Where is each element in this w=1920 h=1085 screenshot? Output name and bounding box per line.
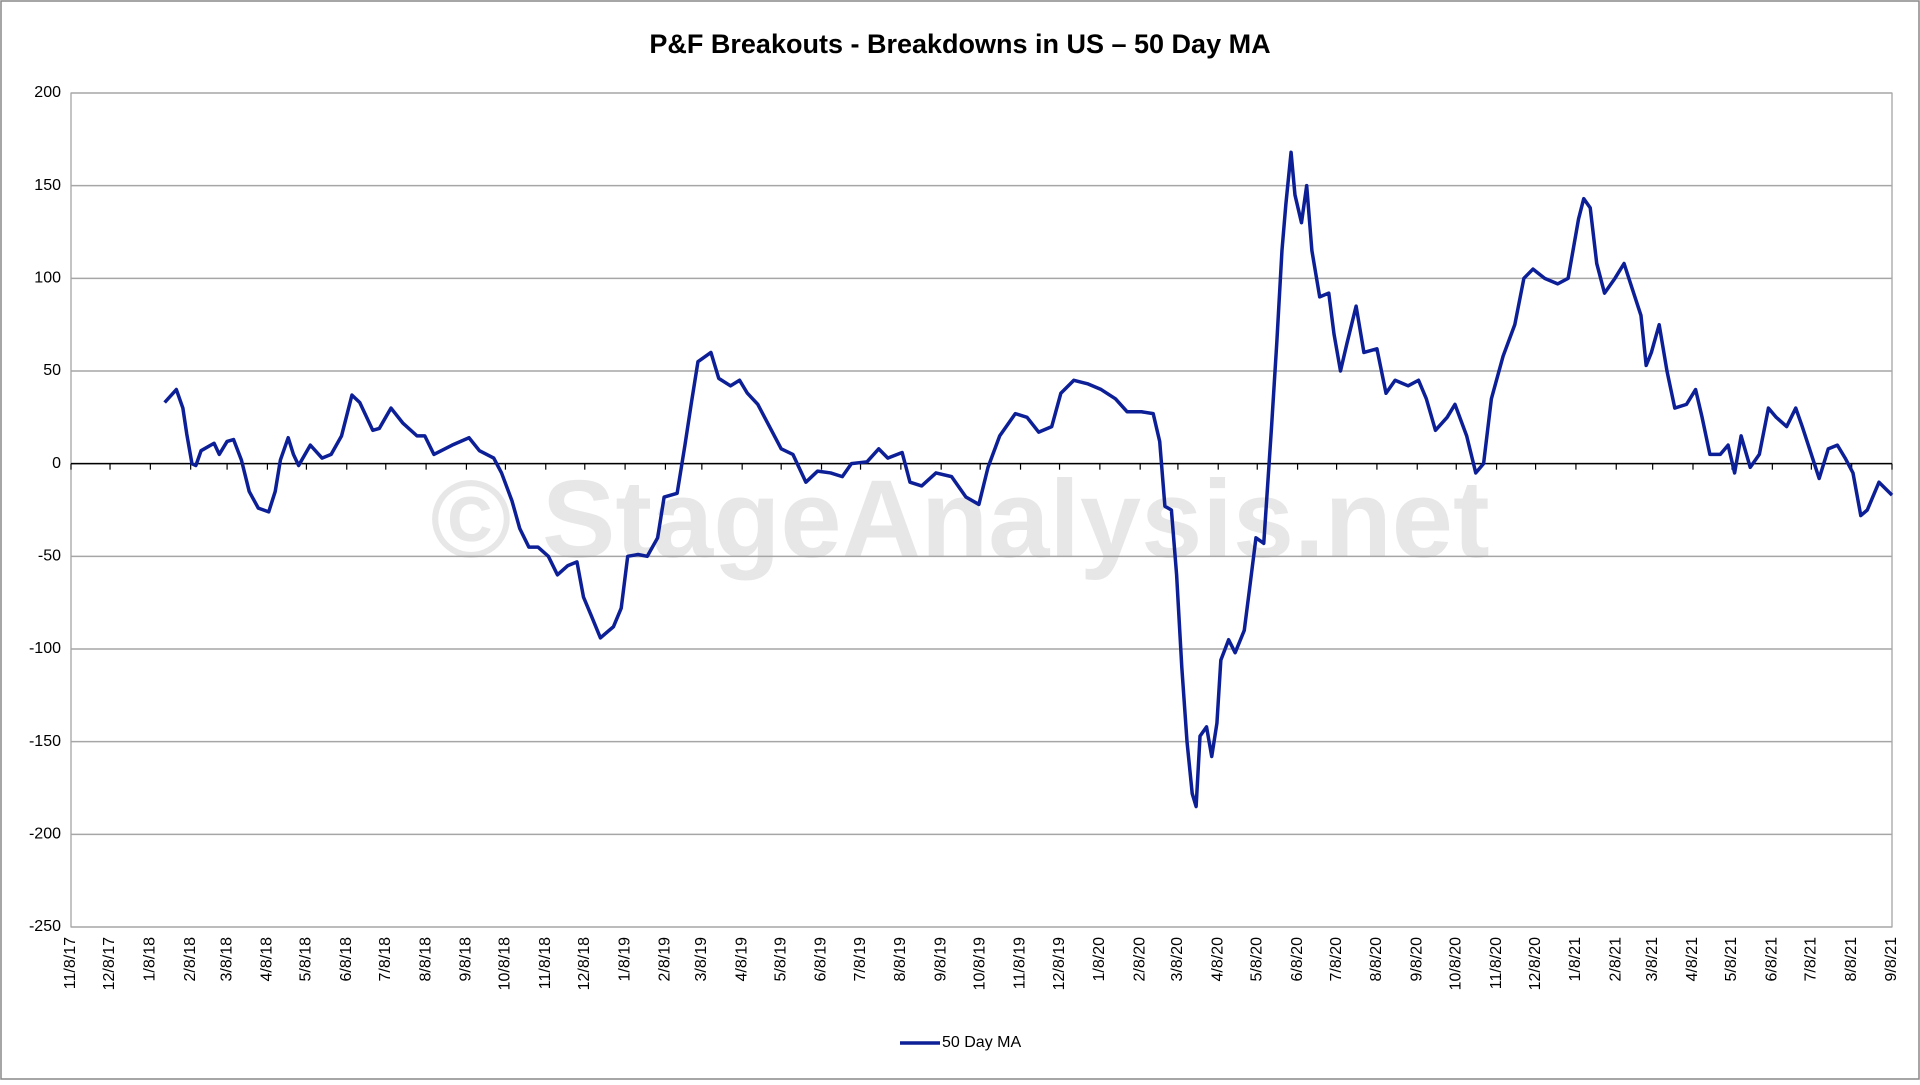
- x-tick-label: 1/8/18: [142, 937, 159, 982]
- x-tick-label: 2/8/18: [182, 937, 199, 982]
- x-tick-label: 6/8/21: [1764, 937, 1781, 982]
- x-tick-label: 4/8/20: [1209, 937, 1226, 982]
- y-tick-label: 200: [34, 84, 61, 101]
- x-tick-label: 4/8/21: [1684, 937, 1701, 982]
- x-tick-label: 12/8/17: [101, 937, 118, 990]
- x-tick-label: 4/8/19: [733, 937, 750, 982]
- x-tick-label: 4/8/18: [259, 937, 276, 982]
- x-tick-label: 7/8/18: [377, 937, 394, 982]
- x-tick-label: 10/8/20: [1447, 937, 1464, 990]
- x-tick-label: 11/8/20: [1488, 937, 1505, 989]
- y-tick-label: -200: [29, 826, 61, 843]
- x-tick-label: 11/8/17: [62, 937, 79, 989]
- x-tick-label: 3/8/19: [693, 937, 710, 982]
- x-tick-label: 7/8/20: [1328, 937, 1345, 982]
- x-tick-label: 11/8/18: [537, 937, 554, 989]
- x-tick-label: 5/8/19: [772, 937, 789, 982]
- y-tick-label: -150: [29, 733, 61, 750]
- y-tick-label: 50: [43, 362, 61, 379]
- x-tick-label: 12/8/19: [1051, 937, 1068, 990]
- x-tick-label: 2/8/21: [1607, 937, 1624, 982]
- x-tick-label: 12/8/18: [576, 937, 593, 990]
- x-tick-label: 9/8/20: [1408, 937, 1425, 982]
- chart-title: P&F Breakouts - Breakdowns in US – 50 Da…: [649, 29, 1270, 59]
- y-tick-label: 100: [34, 270, 61, 287]
- x-tick-label: 1/8/19: [616, 937, 633, 982]
- x-tick-label: 9/8/18: [458, 937, 475, 982]
- x-tick-label: 9/8/21: [1883, 937, 1900, 982]
- x-tick-label: 3/8/20: [1169, 937, 1186, 982]
- x-tick-label: 11/8/19: [1012, 937, 1029, 989]
- x-tick-label: 8/8/19: [892, 937, 909, 982]
- x-tick-label: 3/8/18: [218, 937, 235, 982]
- x-tick-label: 5/8/18: [298, 937, 315, 982]
- x-tick-label: 7/8/21: [1803, 937, 1820, 982]
- watermark: © StageAnalysis.net: [430, 458, 1489, 581]
- x-tick-label: 12/8/20: [1527, 937, 1544, 990]
- x-tick-label: 5/8/20: [1248, 937, 1265, 982]
- x-tick-label: 1/8/20: [1091, 937, 1108, 982]
- y-tick-label: 150: [34, 177, 61, 194]
- x-tick-label: 10/8/19: [971, 937, 988, 990]
- x-tick-label: 6/8/20: [1289, 937, 1306, 982]
- x-tick-label: 2/8/20: [1131, 937, 1148, 982]
- x-tick-label: 7/8/19: [852, 937, 869, 982]
- y-tick-label: 0: [52, 455, 61, 472]
- x-tick-label: 1/8/21: [1567, 937, 1584, 982]
- y-tick-label: -50: [38, 548, 61, 565]
- x-tick-label: 8/8/20: [1368, 937, 1385, 982]
- y-tick-label: -100: [29, 640, 61, 657]
- x-tick-label: 8/8/21: [1843, 937, 1860, 982]
- x-tick-label: 9/8/19: [932, 937, 949, 982]
- x-tick-label: 6/8/18: [338, 937, 355, 982]
- x-tick-label: 3/8/21: [1644, 937, 1661, 982]
- x-tick-label: 10/8/18: [497, 937, 514, 990]
- data-line: [163, 150, 1894, 809]
- legend-label: 50 Day MA: [942, 1034, 1021, 1051]
- x-tick-label: 2/8/19: [657, 937, 674, 982]
- x-tick-label: 6/8/19: [813, 937, 830, 982]
- x-tick-label: 8/8/18: [417, 937, 434, 982]
- y-tick-label: -250: [29, 918, 61, 935]
- x-tick-label: 5/8/21: [1723, 937, 1740, 982]
